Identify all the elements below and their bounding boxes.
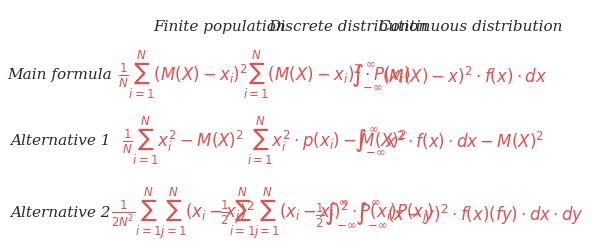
Text: Alternative 2: Alternative 2: [10, 206, 110, 220]
Text: Discrete distribution: Discrete distribution: [268, 20, 428, 34]
Text: $\frac{1}{N}\sum_{i=1}^{N}(M(X)-x_i)^2$: $\frac{1}{N}\sum_{i=1}^{N}(M(X)-x_i)^2$: [118, 49, 247, 102]
Text: $\frac{1}{N}\sum_{i=1}^{N}x_i^2 - M(X)^2$: $\frac{1}{N}\sum_{i=1}^{N}x_i^2 - M(X)^2…: [122, 114, 244, 167]
Text: $\int_{-\infty}^{\infty}(M(X)-x)^2 \cdot f(x) \cdot dx$: $\int_{-\infty}^{\infty}(M(X)-x)^2 \cdot…: [351, 60, 547, 91]
Text: Main formula: Main formula: [8, 68, 112, 82]
Text: Continuous distribution: Continuous distribution: [379, 20, 562, 34]
Text: Alternative 1: Alternative 1: [10, 134, 110, 147]
Text: $\sum_{i=1}^{N}(M(X)-x_i)^2 \cdot P(x_i)$: $\sum_{i=1}^{N}(M(X)-x_i)^2 \cdot P(x_i)…: [243, 49, 410, 102]
Text: $\frac{1}{2}\sum_{i=1}^{N}\sum_{j=1}^{N}(x_i-x_j)^2 \cdot P(x_i)P(x_j)$: $\frac{1}{2}\sum_{i=1}^{N}\sum_{j=1}^{N}…: [220, 186, 433, 241]
Text: $\sum_{i=1}^{N}x_i^2 \cdot p(x_i) - M(X)^2$: $\sum_{i=1}^{N}x_i^2 \cdot p(x_i) - M(X)…: [247, 114, 406, 167]
Text: $\frac{1}{2}\int_{-\infty}^{\infty}\int_{-\infty}^{\infty}(x-y)^2 \cdot f(x)(fy): $\frac{1}{2}\int_{-\infty}^{\infty}\int_…: [314, 198, 584, 228]
Text: $\int_{-\infty}^{\infty}x^2 \cdot f(x) \cdot dx - M(X)^2$: $\int_{-\infty}^{\infty}x^2 \cdot f(x) \…: [354, 125, 544, 156]
Text: Finite population: Finite population: [154, 20, 286, 34]
Text: $\frac{1}{2N^2}\sum_{i=1}^{N}\sum_{j=1}^{N}(x_i-x_j)^2$: $\frac{1}{2N^2}\sum_{i=1}^{N}\sum_{j=1}^…: [111, 186, 254, 241]
